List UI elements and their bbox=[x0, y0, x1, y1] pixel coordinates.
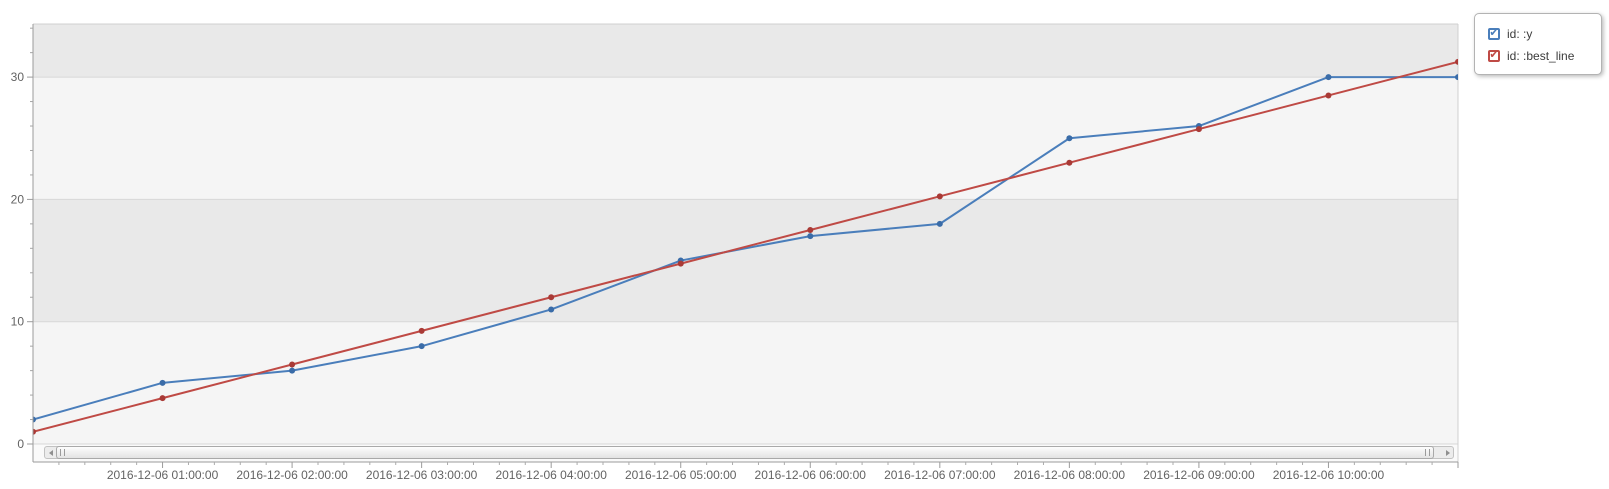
legend-item-best-line: ✔ id: :best_line bbox=[1488, 47, 1589, 64]
series-point-best-line bbox=[1325, 92, 1332, 99]
series-line-best-line bbox=[33, 60, 1458, 433]
x-axis-tick-label: 2016-12-06 08:00:00 bbox=[1014, 468, 1126, 482]
checkmark-icon: ✔ bbox=[1489, 49, 1499, 61]
series-point-y bbox=[289, 367, 296, 374]
x-axis-tick-label: 2016-12-06 05:00:00 bbox=[625, 468, 737, 482]
series-line-y bbox=[33, 76, 1458, 421]
legend: ✔ id: :y ✔ id: :best_line bbox=[1474, 13, 1602, 75]
x-axis-tick-label: 2016-12-06 07:00:00 bbox=[884, 468, 996, 482]
x-axis-tick-label: 2016-12-06 06:00:00 bbox=[755, 468, 867, 482]
right-arrow-icon bbox=[1445, 449, 1450, 456]
series-point-y bbox=[1455, 74, 1458, 81]
y-axis-tick-label: 0 bbox=[17, 437, 24, 451]
series-point-best-line bbox=[936, 193, 943, 200]
legend-item-y: ✔ id: :y bbox=[1488, 25, 1589, 42]
series-point-best-line bbox=[1455, 58, 1458, 65]
scrollbar-left-arrow-button[interactable] bbox=[45, 447, 56, 458]
x-axis-tick-label: 2016-12-06 09:00:00 bbox=[1143, 468, 1255, 482]
series-point-best-line bbox=[159, 395, 166, 402]
scrollbar-right-grip[interactable] bbox=[1425, 449, 1430, 456]
series-point-y bbox=[807, 233, 814, 240]
legend-label-best-line: id: :best_line bbox=[1507, 48, 1575, 63]
scrollbar-thumb[interactable] bbox=[56, 446, 1434, 459]
series-point-y bbox=[1325, 74, 1332, 81]
row-band bbox=[33, 321, 1458, 444]
scrollbar-track[interactable] bbox=[56, 446, 1442, 459]
x-range-scrollbar[interactable] bbox=[44, 446, 1454, 459]
y-axis-tick-label: 10 bbox=[11, 315, 25, 329]
series-point-best-line bbox=[1195, 126, 1202, 133]
checkmark-icon: ✔ bbox=[1489, 27, 1499, 39]
series-point-best-line bbox=[807, 226, 814, 233]
x-axis-tick-label: 2016-12-06 10:00:00 bbox=[1273, 468, 1385, 482]
series-point-best-line bbox=[548, 294, 555, 301]
series-point-y bbox=[418, 343, 425, 350]
row-band bbox=[33, 199, 1458, 322]
series-point-best-line bbox=[418, 327, 425, 334]
scrollbar-right-arrow-button[interactable] bbox=[1442, 447, 1453, 458]
series-point-y bbox=[1066, 135, 1073, 142]
y-axis-tick-label: 20 bbox=[11, 192, 25, 206]
series-point-y bbox=[159, 379, 166, 386]
row-band bbox=[33, 77, 1458, 200]
series-point-best-line bbox=[33, 428, 36, 435]
x-axis-tick-label: 2016-12-06 02:00:00 bbox=[236, 468, 348, 482]
x-axis-tick-label: 2016-12-06 04:00:00 bbox=[495, 468, 607, 482]
scrollbar-left-grip[interactable] bbox=[60, 449, 65, 456]
legend-label-y: id: :y bbox=[1507, 26, 1533, 41]
series-point-best-line bbox=[677, 260, 684, 267]
series-point-best-line bbox=[289, 361, 296, 368]
series-point-best-line bbox=[1066, 159, 1073, 166]
series-point-y bbox=[33, 416, 36, 423]
series-point-y bbox=[548, 306, 555, 313]
y-axis-tick-label: 30 bbox=[11, 70, 25, 84]
legend-checkbox-best-line[interactable]: ✔ bbox=[1488, 49, 1500, 62]
left-arrow-icon bbox=[48, 449, 53, 456]
legend-checkbox-y[interactable]: ✔ bbox=[1488, 27, 1500, 40]
row-band bbox=[33, 24, 1458, 78]
series-point-y bbox=[936, 220, 943, 227]
x-axis-tick-label: 2016-12-06 01:00:00 bbox=[107, 468, 219, 482]
x-axis-tick-label: 2016-12-06 03:00:00 bbox=[366, 468, 478, 482]
